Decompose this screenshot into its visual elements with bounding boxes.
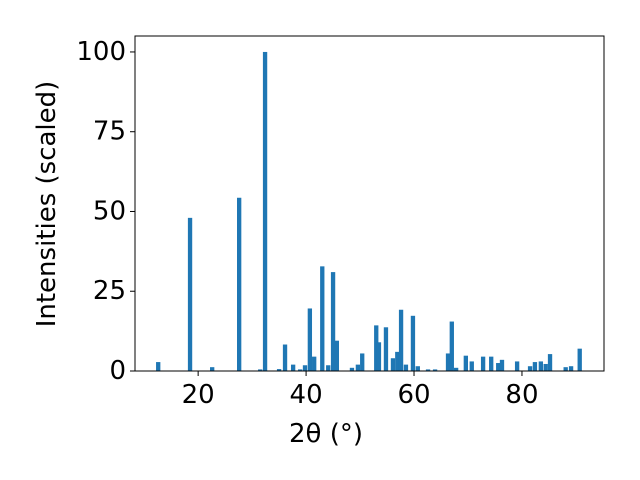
bar <box>463 355 468 371</box>
bar <box>282 344 288 371</box>
bar <box>527 366 533 371</box>
bar <box>302 365 308 371</box>
bar <box>307 308 313 371</box>
bar <box>395 351 400 371</box>
bar <box>237 197 242 371</box>
bar <box>543 363 548 371</box>
bar <box>334 340 340 371</box>
bar <box>445 353 451 371</box>
bar <box>312 356 317 371</box>
bar <box>532 362 538 371</box>
bar <box>489 356 494 371</box>
bar <box>330 272 336 371</box>
bar <box>326 365 331 371</box>
bar <box>258 369 263 371</box>
bar <box>210 367 215 371</box>
x-tick-label: 20 <box>182 380 215 410</box>
x-axis-label: 2θ (°) <box>289 419 363 449</box>
bar <box>453 367 459 371</box>
bar <box>410 315 416 371</box>
bar <box>514 361 520 371</box>
bar <box>276 369 282 371</box>
bar <box>376 342 382 371</box>
y-tick-label: 50 <box>93 196 126 226</box>
bar <box>156 362 161 371</box>
bar <box>360 353 365 371</box>
bar <box>187 217 193 371</box>
bar <box>383 327 389 371</box>
bar <box>425 369 431 371</box>
bar <box>398 309 404 371</box>
bar <box>262 51 268 371</box>
bar <box>290 364 296 371</box>
bar <box>547 354 553 371</box>
x-tick-label: 40 <box>290 380 323 410</box>
y-tick-label: 0 <box>109 356 126 386</box>
bar <box>432 369 438 371</box>
bar <box>568 366 574 371</box>
y-tick-label: 100 <box>76 37 126 67</box>
bar <box>538 361 544 371</box>
bar <box>499 359 505 371</box>
bar <box>390 358 396 371</box>
y-tick-label: 25 <box>93 276 126 306</box>
bar <box>320 266 325 371</box>
bar <box>496 363 501 371</box>
bar <box>469 361 474 371</box>
bar <box>349 367 355 371</box>
bar <box>415 366 420 371</box>
plot-frame <box>134 35 605 372</box>
bar <box>449 321 454 371</box>
bar <box>563 367 568 371</box>
bar <box>403 364 409 371</box>
bar <box>355 364 361 371</box>
bar <box>480 356 486 371</box>
y-tick-label: 75 <box>93 117 126 147</box>
x-tick-label: 80 <box>505 380 538 410</box>
bar <box>577 348 582 371</box>
bar <box>374 325 379 371</box>
x-tick-label: 60 <box>397 380 430 410</box>
bar <box>297 369 303 371</box>
y-axis-label: Intensities (scaled) <box>32 81 62 328</box>
